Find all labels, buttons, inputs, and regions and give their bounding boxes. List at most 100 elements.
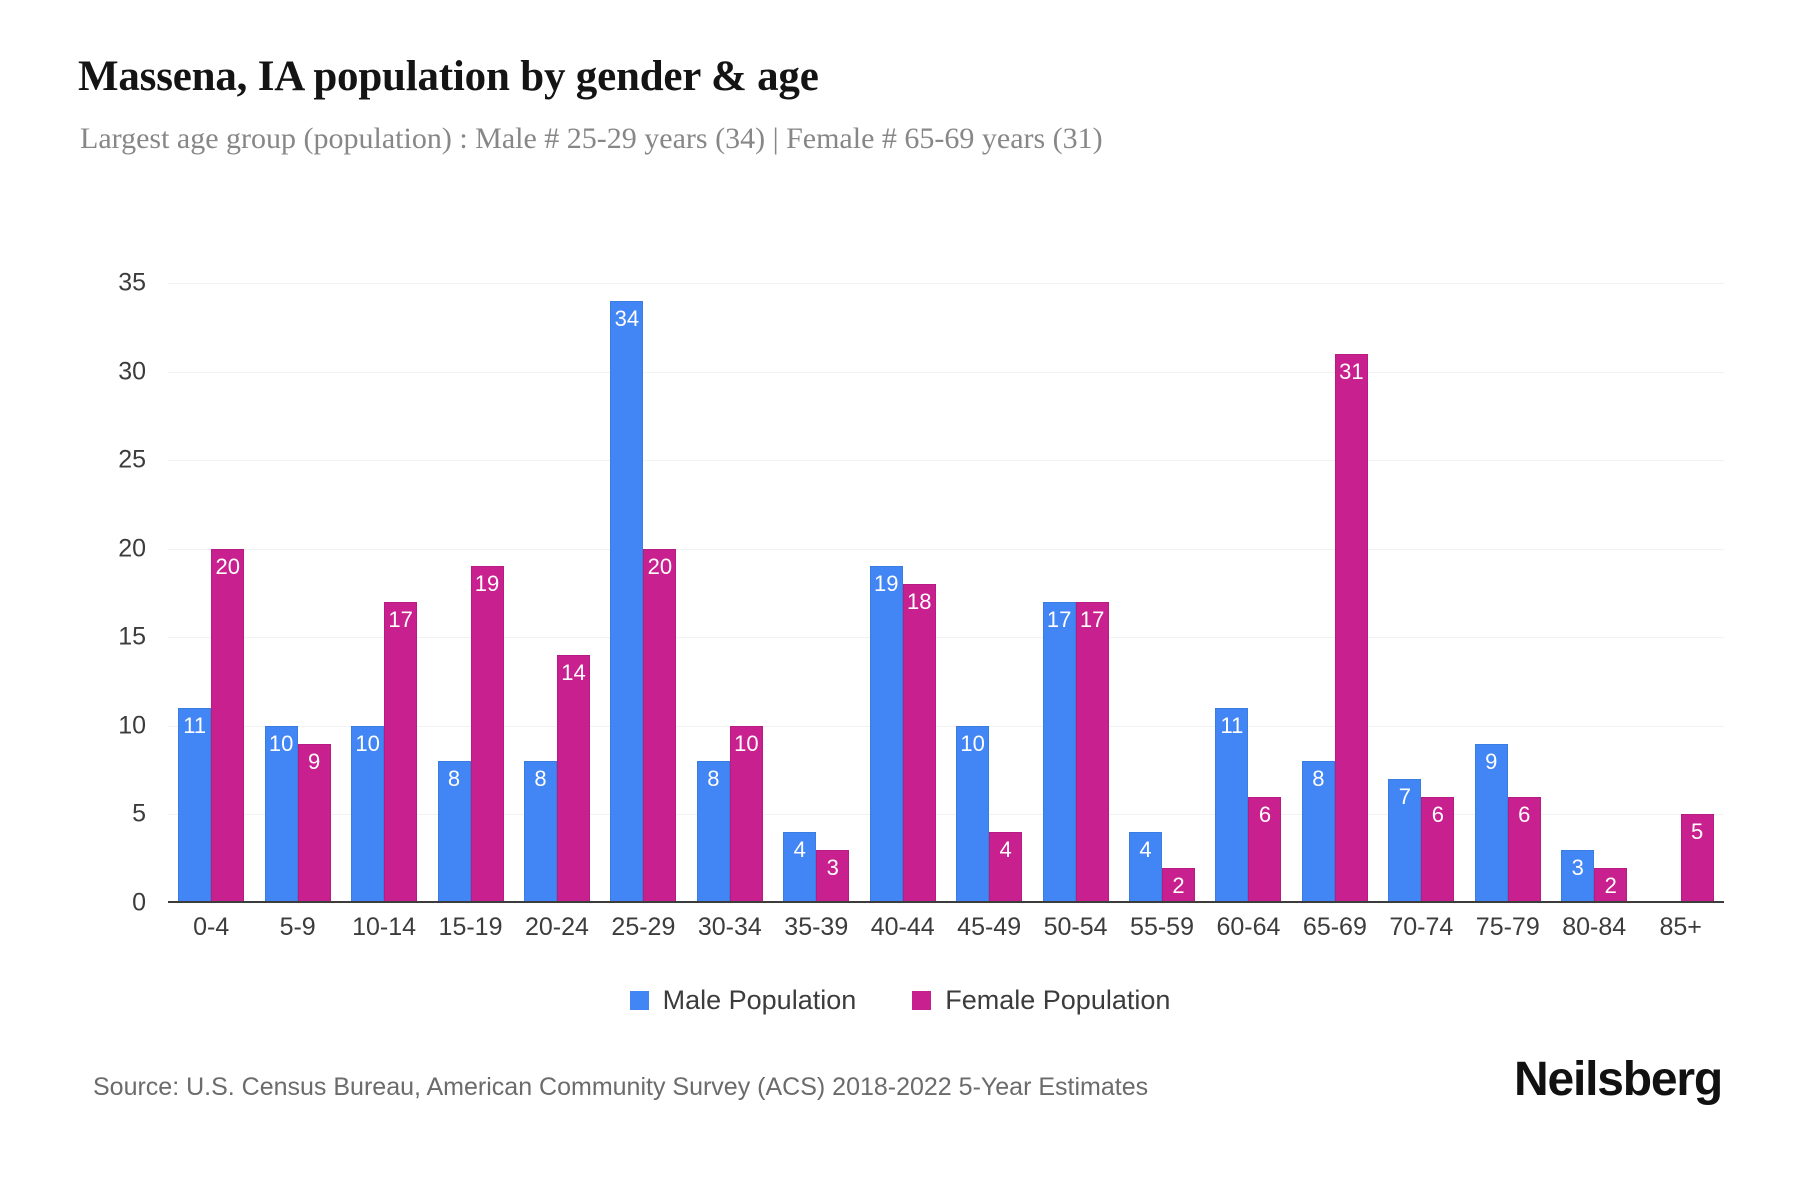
x-axis-tick-label: 30-34 [697,913,762,941]
legend-item[interactable]: Female Population [912,985,1170,1016]
legend-item[interactable]: Male Population [629,985,856,1016]
bar-value-label: 5 [1691,819,1704,845]
bar-female[interactable]: 14 [556,655,590,903]
bar-value-label: 17 [388,606,413,632]
source-note: Source: U.S. Census Bureau, American Com… [93,1073,1149,1101]
bar-male[interactable]: 19 [869,566,903,903]
bar-male[interactable]: 11 [1215,708,1249,903]
bar-value-label: 31 [1339,358,1364,384]
bar-group: 11 20 [168,283,254,903]
bar-value-label: 8 [534,766,547,792]
bar-value-label: 8 [447,766,461,792]
bar-value-label: 19 [474,571,500,597]
bar-female[interactable]: 31 [1334,353,1368,903]
bar-value-label: 17 [1046,606,1072,632]
bar-group: 8 19 [427,283,513,903]
bar-value-label: 9 [308,748,321,774]
y-axis-tick-label: 0 [132,888,146,917]
bar-value-label: 34 [614,305,640,331]
x-axis-tick-label: 0-4 [193,913,230,941]
bar-male[interactable]: 4 [783,832,817,903]
bar-value-label: 8 [707,766,720,792]
bar-male[interactable]: 8 [696,761,730,903]
chart-subtitle: Largest age group (population) : Male # … [80,122,1103,155]
bars-layer: 11 20 10 9 10 17 8 19 8 14 34 20 8 10 4 3 19 18 10 4 17 17 4 2 1… [168,283,1724,903]
bar-female[interactable]: 4 [989,832,1023,903]
bar-female[interactable]: 20 [211,548,245,903]
bar-value-label: 7 [1398,784,1411,809]
bar-group: 11 6 [1205,283,1291,903]
gridline [168,371,1724,373]
gridline [168,283,1724,284]
y-axis-tick-label: 10 [118,711,146,740]
bar-value-label: 10 [268,730,294,756]
bar-female[interactable]: 5 [1680,814,1714,903]
bar-value-label: 18 [906,589,932,615]
bar-female[interactable]: 19 [470,566,504,903]
bar-male[interactable]: 4 [1129,832,1163,903]
bar-group: 10 9 [254,283,340,903]
bar-female[interactable]: 6 [1248,796,1282,903]
bar-value-label: 19 [873,571,899,597]
x-axis-tick-label: 45-49 [957,913,1022,941]
bar-value-label: 20 [215,553,240,579]
bar-male[interactable]: 10 [956,725,990,903]
bar-value-label: 10 [734,730,759,756]
x-axis-tick-label: 85+ [1659,913,1702,941]
plot-area: 0 5 10 15 20 25 30 35 11 20 10 9 10 17 8 19 8 14 34 20 8 10 4… [118,269,1724,917]
bar-female[interactable]: 17 [384,601,418,903]
bar-value-label: 6 [1518,801,1531,827]
bar-female[interactable]: 17 [1075,601,1109,903]
bar-female[interactable]: 2 [1594,867,1628,903]
bar-male[interactable]: 10 [351,725,385,903]
bar-value-label: 6 [1258,801,1272,827]
gridline [168,460,1724,462]
bar-male[interactable]: 11 [178,708,212,903]
x-axis-tick-label: 10-14 [352,913,417,941]
x-axis-tick-label: 50-54 [1043,913,1108,941]
bar-female[interactable]: 6 [1421,796,1455,903]
bar-female[interactable]: 10 [729,725,763,903]
bar-value-label: 17 [1079,606,1105,632]
square-swatch-icon [912,991,932,1010]
x-axis-tick-label: 55-59 [1130,913,1194,941]
bar-male[interactable]: 8 [437,761,471,903]
bar-male[interactable]: 7 [1388,779,1422,903]
bar-group: 8 14 [514,283,600,903]
bar-male[interactable]: 3 [1561,849,1595,903]
legend-label: Female Population [945,985,1171,1015]
bar-value-label: 10 [960,730,985,756]
bar-male[interactable]: 8 [1301,761,1335,903]
bar-group: 10 17 [341,283,427,903]
bar-value-label: 11 [183,713,207,739]
bar-female[interactable]: 18 [902,584,936,903]
bar-group: 5 [1637,283,1723,903]
bar-female[interactable]: 6 [1507,796,1541,903]
bar-female[interactable]: 2 [1162,867,1196,903]
bar-male[interactable]: 34 [610,300,644,903]
x-axis-tick-label: 70-74 [1389,913,1454,941]
y-axis-tick-label: 25 [118,445,146,474]
bar-group: 10 4 [946,283,1032,903]
bar-male[interactable]: 17 [1042,601,1076,903]
bar-value-label: 2 [1172,872,1185,898]
x-axis-tick-label: 5-9 [279,913,316,941]
bar-female[interactable]: 3 [816,849,850,903]
bar-group: 8 31 [1292,283,1378,903]
gridline [168,637,1724,639]
bar-group: 19 18 [860,283,946,903]
bar-male[interactable]: 8 [523,761,557,903]
y-axis-tick-label: 20 [118,534,146,563]
bar-value-label: 4 [793,837,806,863]
bar-value-label: 4 [1139,837,1152,863]
x-axis-tick-label: 80-84 [1562,913,1627,941]
bar-female[interactable]: 9 [297,743,331,903]
bar-male[interactable]: 9 [1474,743,1508,903]
brand-logo: Neilsberg [1514,1053,1723,1106]
bar-male[interactable]: 10 [264,725,298,903]
x-axis-tick-label: 25-29 [611,913,676,941]
bar-female[interactable]: 20 [643,548,677,903]
